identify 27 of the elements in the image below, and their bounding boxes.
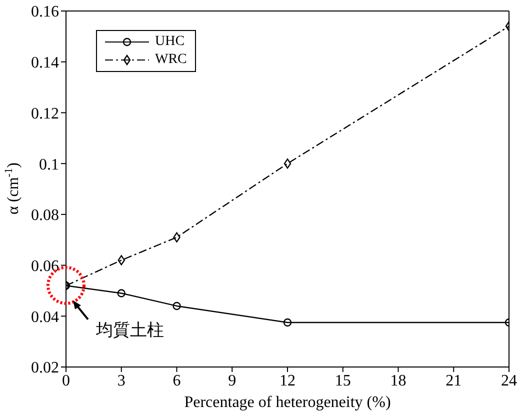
annotation: 均質土柱 — [95, 320, 164, 340]
x-tick-label: 15 — [334, 372, 351, 390]
x-tick-label: 9 — [228, 372, 236, 390]
point — [173, 232, 180, 242]
x-axis-title: Percentage of heterogeneity (%) — [184, 394, 391, 411]
y-tick-label: 0.14 — [31, 54, 59, 72]
y-tick-label: 0.06 — [31, 258, 59, 275]
x-tick-label: 0 — [62, 372, 70, 390]
y-tick-label: 0.12 — [31, 105, 59, 122]
x-tick-label: 12 — [280, 372, 296, 390]
point — [172, 302, 181, 310]
y-tick-label: 0.16 — [31, 4, 59, 21]
x-tick-label: 18 — [390, 372, 406, 390]
point — [117, 289, 126, 298]
x-tick-label: 6 — [172, 372, 181, 390]
y-tick-label: 0.1 — [39, 156, 59, 174]
legend-label: UHC — [155, 33, 185, 51]
legend-label: WRC — [155, 51, 187, 69]
x-tick-label: 24 — [501, 372, 517, 390]
y-tick-label: 0.02 — [31, 360, 59, 377]
x-tick-label: 21 — [446, 372, 462, 390]
point — [284, 158, 292, 169]
x-tick-label: 3 — [117, 372, 126, 390]
y-tick-label: 0.04 — [31, 308, 59, 326]
point — [283, 318, 292, 327]
point — [118, 255, 125, 266]
y-tick-label: 0.08 — [31, 207, 59, 224]
